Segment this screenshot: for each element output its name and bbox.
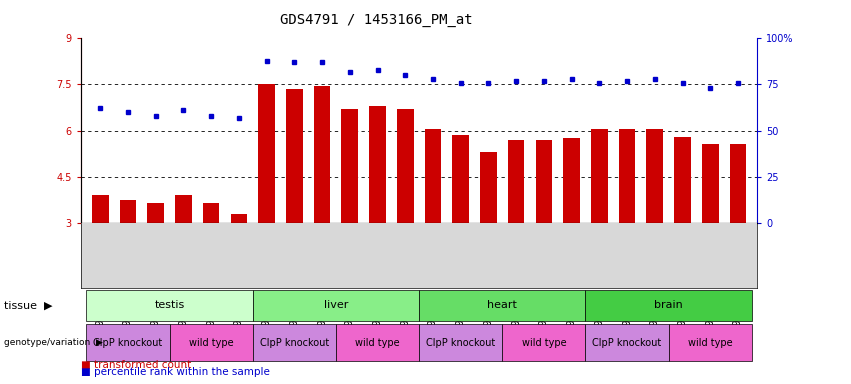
- Text: testis: testis: [154, 300, 185, 310]
- Bar: [480, 152, 497, 223]
- Bar: [147, 203, 164, 223]
- Text: ■ transformed count: ■ transformed count: [81, 360, 191, 370]
- Bar: [92, 195, 109, 223]
- Bar: [369, 106, 386, 223]
- Text: ■ percentile rank within the sample: ■ percentile rank within the sample: [81, 367, 270, 377]
- Bar: [231, 214, 247, 223]
- Bar: [397, 109, 414, 223]
- Text: liver: liver: [323, 300, 348, 310]
- Text: tissue  ▶: tissue ▶: [4, 300, 53, 310]
- Bar: [286, 89, 303, 223]
- Bar: [453, 135, 469, 223]
- Text: GDS4791 / 1453166_PM_at: GDS4791 / 1453166_PM_at: [280, 13, 473, 27]
- Bar: [647, 129, 663, 223]
- Text: genotype/variation  ▶: genotype/variation ▶: [4, 338, 103, 347]
- Bar: [120, 200, 136, 223]
- Bar: [619, 129, 636, 223]
- Text: ClpP knockout: ClpP knockout: [426, 338, 495, 348]
- Text: ClpP knockout: ClpP knockout: [260, 338, 329, 348]
- Bar: [508, 140, 524, 223]
- Text: heart: heart: [488, 300, 517, 310]
- Text: wild type: wild type: [522, 338, 566, 348]
- Text: brain: brain: [654, 300, 683, 310]
- Bar: [591, 129, 608, 223]
- Bar: [175, 195, 191, 223]
- Bar: [702, 144, 718, 223]
- Bar: [314, 86, 330, 223]
- Bar: [341, 109, 358, 223]
- Text: ClpP knockout: ClpP knockout: [592, 338, 662, 348]
- Bar: [425, 129, 442, 223]
- Text: ClpP knockout: ClpP knockout: [94, 338, 163, 348]
- Bar: [535, 140, 552, 223]
- Text: wild type: wild type: [688, 338, 733, 348]
- Bar: [203, 203, 220, 223]
- Text: wild type: wild type: [189, 338, 233, 348]
- Bar: [674, 137, 691, 223]
- Bar: [259, 84, 275, 223]
- Bar: [563, 138, 580, 223]
- Text: wild type: wild type: [355, 338, 400, 348]
- Bar: [729, 144, 746, 223]
